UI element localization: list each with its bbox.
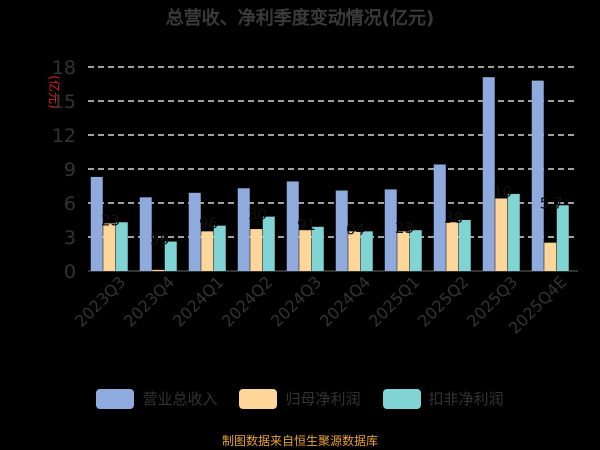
bar — [188, 192, 201, 271]
x-tick-label: 2024Q4 — [316, 272, 374, 330]
data-label: 04 — [346, 220, 365, 238]
data-label: 10 — [493, 183, 512, 201]
legend-swatch-deducted-profit — [382, 388, 421, 409]
x-tick-label: 2024Q3 — [267, 272, 325, 330]
bar — [311, 226, 324, 271]
bar — [384, 189, 397, 271]
legend-label-deducted-profit: 扣非净利润 — [428, 390, 504, 408]
legend-label-revenue: 营业总收入 — [142, 390, 218, 408]
bar — [152, 269, 165, 271]
bar — [250, 229, 263, 271]
x-tick-label: 2025Q1 — [365, 272, 423, 330]
x-tick-label: 2024Q2 — [218, 272, 276, 330]
data-label: 23 — [395, 219, 414, 237]
bar — [544, 242, 557, 271]
y-tick-label: 3 — [64, 227, 76, 249]
y-tick-label: 18 — [52, 57, 76, 79]
data-label: 38 — [444, 209, 463, 227]
data-label: 91 — [297, 216, 316, 234]
legend-item-revenue[interactable]: 营业总收入 — [96, 388, 217, 409]
y-tick-label: 6 — [64, 193, 76, 215]
bar — [115, 222, 128, 271]
bar — [409, 230, 422, 271]
legend-swatch-revenue — [96, 388, 135, 409]
y-tick-label: 0 — [64, 261, 76, 283]
bar — [482, 77, 495, 271]
bar — [164, 241, 177, 271]
legend-item-net-profit[interactable]: 归母净利润 — [239, 388, 361, 409]
data-label: 23 — [101, 211, 120, 229]
bar — [237, 188, 250, 271]
data-label: 30 — [248, 206, 267, 224]
legend-label-net-profit: 归母净利润 — [285, 390, 361, 408]
legend-item-deducted-profit[interactable]: 扣非净利润 — [382, 388, 504, 409]
bar — [397, 231, 410, 271]
bar — [495, 198, 508, 271]
y-axis-label: (亿元) — [47, 75, 62, 108]
bar — [458, 220, 471, 271]
chart-title: 总营收、净利季度变动情况(亿元) — [165, 8, 435, 29]
x-tick-label: 2023Q4 — [120, 272, 178, 330]
bar — [507, 193, 520, 271]
bar — [446, 222, 459, 271]
bar — [286, 181, 299, 271]
bar — [556, 205, 569, 271]
bar — [360, 231, 373, 271]
x-tick-label: 2024Q1 — [169, 272, 227, 330]
bar — [103, 223, 116, 271]
bar — [213, 225, 226, 271]
legend-swatch-net-profit — [239, 388, 278, 409]
bar — [531, 80, 544, 271]
bar — [335, 190, 348, 271]
data-label: 96 — [199, 215, 218, 233]
data-label: 5.7 — [540, 194, 564, 212]
bar — [433, 164, 446, 271]
bar — [139, 197, 152, 271]
y-tick-label: 12 — [52, 125, 76, 147]
bar — [348, 231, 361, 271]
bar — [299, 230, 312, 271]
bar — [201, 231, 214, 271]
y-tick-label: 9 — [64, 159, 76, 181]
bar — [90, 176, 103, 271]
legend: 营业总收入 归母净利润 扣非净利润 — [0, 388, 600, 409]
bar — [262, 216, 275, 271]
x-tick-label: 2025Q2 — [414, 272, 472, 330]
x-tick-label: 2023Q3 — [71, 272, 129, 330]
source-footer: 制图数据来自恒生聚源数据库 — [221, 434, 378, 448]
y-tick-label: 15 — [52, 91, 76, 113]
data-label: 56 — [150, 231, 169, 249]
